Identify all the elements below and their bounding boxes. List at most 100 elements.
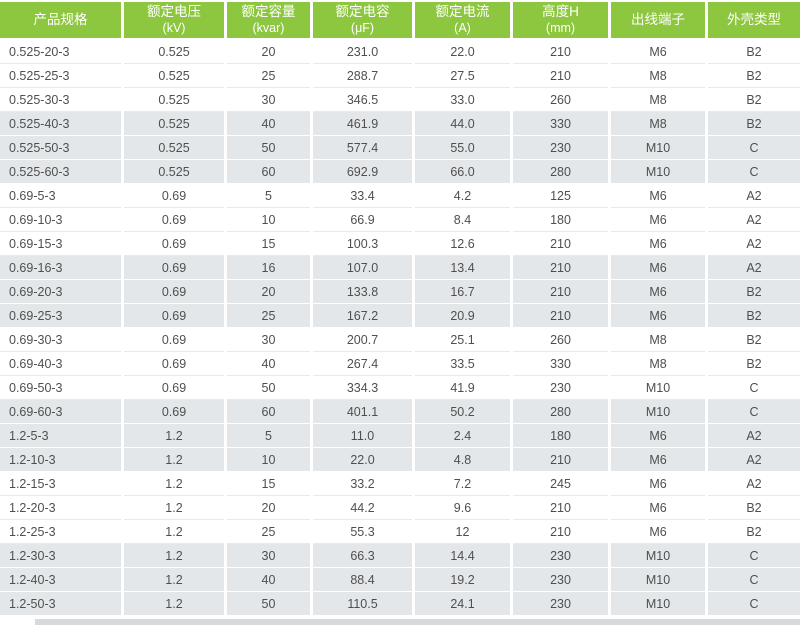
model-cell: 0.525-25-3 bbox=[0, 64, 121, 88]
cell-rated-capacity: 15 bbox=[227, 232, 310, 256]
cell-rated-voltage: 0.69 bbox=[124, 304, 224, 328]
cell-rated-capacity: 60 bbox=[227, 400, 310, 424]
cell-rated-current: 66.0 bbox=[415, 160, 510, 184]
cell-rated-current: 22.0 bbox=[415, 40, 510, 64]
cell-rated-voltage: 0.69 bbox=[124, 328, 224, 352]
cell-shell-type: B2 bbox=[708, 280, 800, 304]
cell-shell-type: B2 bbox=[708, 64, 800, 88]
cell-rated-capacitance: 88.4 bbox=[313, 568, 412, 592]
cell-rated-capacity: 25 bbox=[227, 304, 310, 328]
cell-rated-voltage: 0.69 bbox=[124, 376, 224, 400]
cell-rated-capacity: 5 bbox=[227, 184, 310, 208]
cell-outlet-terminal: M6 bbox=[611, 208, 705, 232]
cell-rated-voltage: 0.525 bbox=[124, 136, 224, 160]
cell-rated-capacity: 20 bbox=[227, 40, 310, 64]
table-row: 1.2-10-3 1.2 10 22.0 4.8 210 M6 A2 bbox=[0, 448, 800, 472]
cell-rated-capacitance: 577.4 bbox=[313, 136, 412, 160]
cell-shell-type: A2 bbox=[708, 448, 800, 472]
cell-height-h: 210 bbox=[513, 520, 608, 544]
table-row: 0.69-20-3 0.69 20 133.8 16.7 210 M6 B2 bbox=[0, 280, 800, 304]
cell-outlet-terminal: M8 bbox=[611, 352, 705, 376]
table-row: 0.525-40-3 0.525 40 461.9 44.0 330 M8 B2 bbox=[0, 112, 800, 136]
cell-rated-current: 12 bbox=[415, 520, 510, 544]
table-row: 0.525-30-3 0.525 30 346.5 33.0 260 M8 B2 bbox=[0, 88, 800, 112]
model-cell: 1.2-10-3 bbox=[0, 448, 121, 472]
cell-outlet-terminal: M6 bbox=[611, 496, 705, 520]
cell-rated-current: 9.6 bbox=[415, 496, 510, 520]
cell-outlet-terminal: M6 bbox=[611, 280, 705, 304]
cell-rated-capacitance: 167.2 bbox=[313, 304, 412, 328]
cell-rated-voltage: 1.2 bbox=[124, 544, 224, 568]
model-cell: 1.2-40-3 bbox=[0, 568, 121, 592]
cell-rated-current: 20.9 bbox=[415, 304, 510, 328]
cell-rated-capacitance: 231.0 bbox=[313, 40, 412, 64]
cell-rated-voltage: 1.2 bbox=[124, 568, 224, 592]
cell-rated-capacity: 16 bbox=[227, 256, 310, 280]
cell-rated-capacitance: 33.2 bbox=[313, 472, 412, 496]
model-cell: 1.2-30-3 bbox=[0, 544, 121, 568]
cell-rated-voltage: 0.69 bbox=[124, 232, 224, 256]
cell-rated-current: 55.0 bbox=[415, 136, 510, 160]
cell-shell-type: B2 bbox=[708, 112, 800, 136]
model-cell: 1.2-15-3 bbox=[0, 472, 121, 496]
cell-shell-type: A2 bbox=[708, 208, 800, 232]
cell-rated-capacity: 20 bbox=[227, 496, 310, 520]
cell-height-h: 260 bbox=[513, 328, 608, 352]
model-cell: 1.2-5-3 bbox=[0, 424, 121, 448]
table-row: 1.2-30-3 1.2 30 66.3 14.4 230 M10 C bbox=[0, 544, 800, 568]
column-unit: (kvar) bbox=[252, 20, 285, 35]
cell-rated-capacitance: 133.8 bbox=[313, 280, 412, 304]
cell-outlet-terminal: M8 bbox=[611, 64, 705, 88]
model-cell: 0.525-40-3 bbox=[0, 112, 121, 136]
model-cell: 0.69-10-3 bbox=[0, 208, 121, 232]
table-row: 0.69-25-3 0.69 25 167.2 20.9 210 M6 B2 bbox=[0, 304, 800, 328]
cell-height-h: 230 bbox=[513, 376, 608, 400]
model-cell: 0.69-30-3 bbox=[0, 328, 121, 352]
cell-rated-voltage: 1.2 bbox=[124, 520, 224, 544]
cell-outlet-terminal: M6 bbox=[611, 448, 705, 472]
cell-rated-current: 44.0 bbox=[415, 112, 510, 136]
cell-rated-voltage: 0.69 bbox=[124, 400, 224, 424]
cell-shell-type: A2 bbox=[708, 424, 800, 448]
cell-rated-voltage: 0.525 bbox=[124, 112, 224, 136]
cell-height-h: 210 bbox=[513, 64, 608, 88]
column-header-height-h: 高度H (mm) bbox=[513, 2, 608, 40]
cell-rated-capacity: 5 bbox=[227, 424, 310, 448]
cell-outlet-terminal: M6 bbox=[611, 184, 705, 208]
column-unit: (μF) bbox=[350, 20, 375, 35]
cell-shell-type: C bbox=[708, 376, 800, 400]
cell-rated-voltage: 1.2 bbox=[124, 448, 224, 472]
table-row: 0.525-25-3 0.525 25 288.7 27.5 210 M8 B2 bbox=[0, 64, 800, 88]
cell-outlet-terminal: M6 bbox=[611, 304, 705, 328]
model-cell: 1.2-25-3 bbox=[0, 520, 121, 544]
cell-rated-capacity: 50 bbox=[227, 376, 310, 400]
cell-rated-current: 25.1 bbox=[415, 328, 510, 352]
cell-rated-current: 33.0 bbox=[415, 88, 510, 112]
cell-height-h: 125 bbox=[513, 184, 608, 208]
cell-shell-type: A2 bbox=[708, 472, 800, 496]
cell-rated-capacity: 60 bbox=[227, 160, 310, 184]
cell-outlet-terminal: M10 bbox=[611, 376, 705, 400]
table-row: 1.2-20-3 1.2 20 44.2 9.6 210 M6 B2 bbox=[0, 496, 800, 520]
cell-rated-capacity: 30 bbox=[227, 328, 310, 352]
cell-rated-voltage: 0.69 bbox=[124, 256, 224, 280]
model-cell: 0.69-50-3 bbox=[0, 376, 121, 400]
cell-rated-voltage: 0.69 bbox=[124, 280, 224, 304]
cell-rated-capacity: 10 bbox=[227, 208, 310, 232]
cell-rated-voltage: 0.69 bbox=[124, 352, 224, 376]
table-row: 0.69-50-3 0.69 50 334.3 41.9 230 M10 C bbox=[0, 376, 800, 400]
cell-rated-current: 7.2 bbox=[415, 472, 510, 496]
table-row: 0.69-5-3 0.69 5 33.4 4.2 125 M6 A2 bbox=[0, 184, 800, 208]
cell-rated-capacitance: 110.5 bbox=[313, 592, 412, 616]
cell-height-h: 210 bbox=[513, 232, 608, 256]
cell-shell-type: C bbox=[708, 400, 800, 424]
table-row: 0.69-16-3 0.69 16 107.0 13.4 210 M6 A2 bbox=[0, 256, 800, 280]
cell-rated-capacity: 10 bbox=[227, 448, 310, 472]
cell-height-h: 230 bbox=[513, 592, 608, 616]
cell-outlet-terminal: M10 bbox=[611, 544, 705, 568]
model-cell: 1.2-50-3 bbox=[0, 592, 121, 616]
cell-rated-capacitance: 461.9 bbox=[313, 112, 412, 136]
cell-rated-capacity: 40 bbox=[227, 112, 310, 136]
cell-rated-capacitance: 100.3 bbox=[313, 232, 412, 256]
table-row: 1.2-5-3 1.2 5 11.0 2.4 180 M6 A2 bbox=[0, 424, 800, 448]
